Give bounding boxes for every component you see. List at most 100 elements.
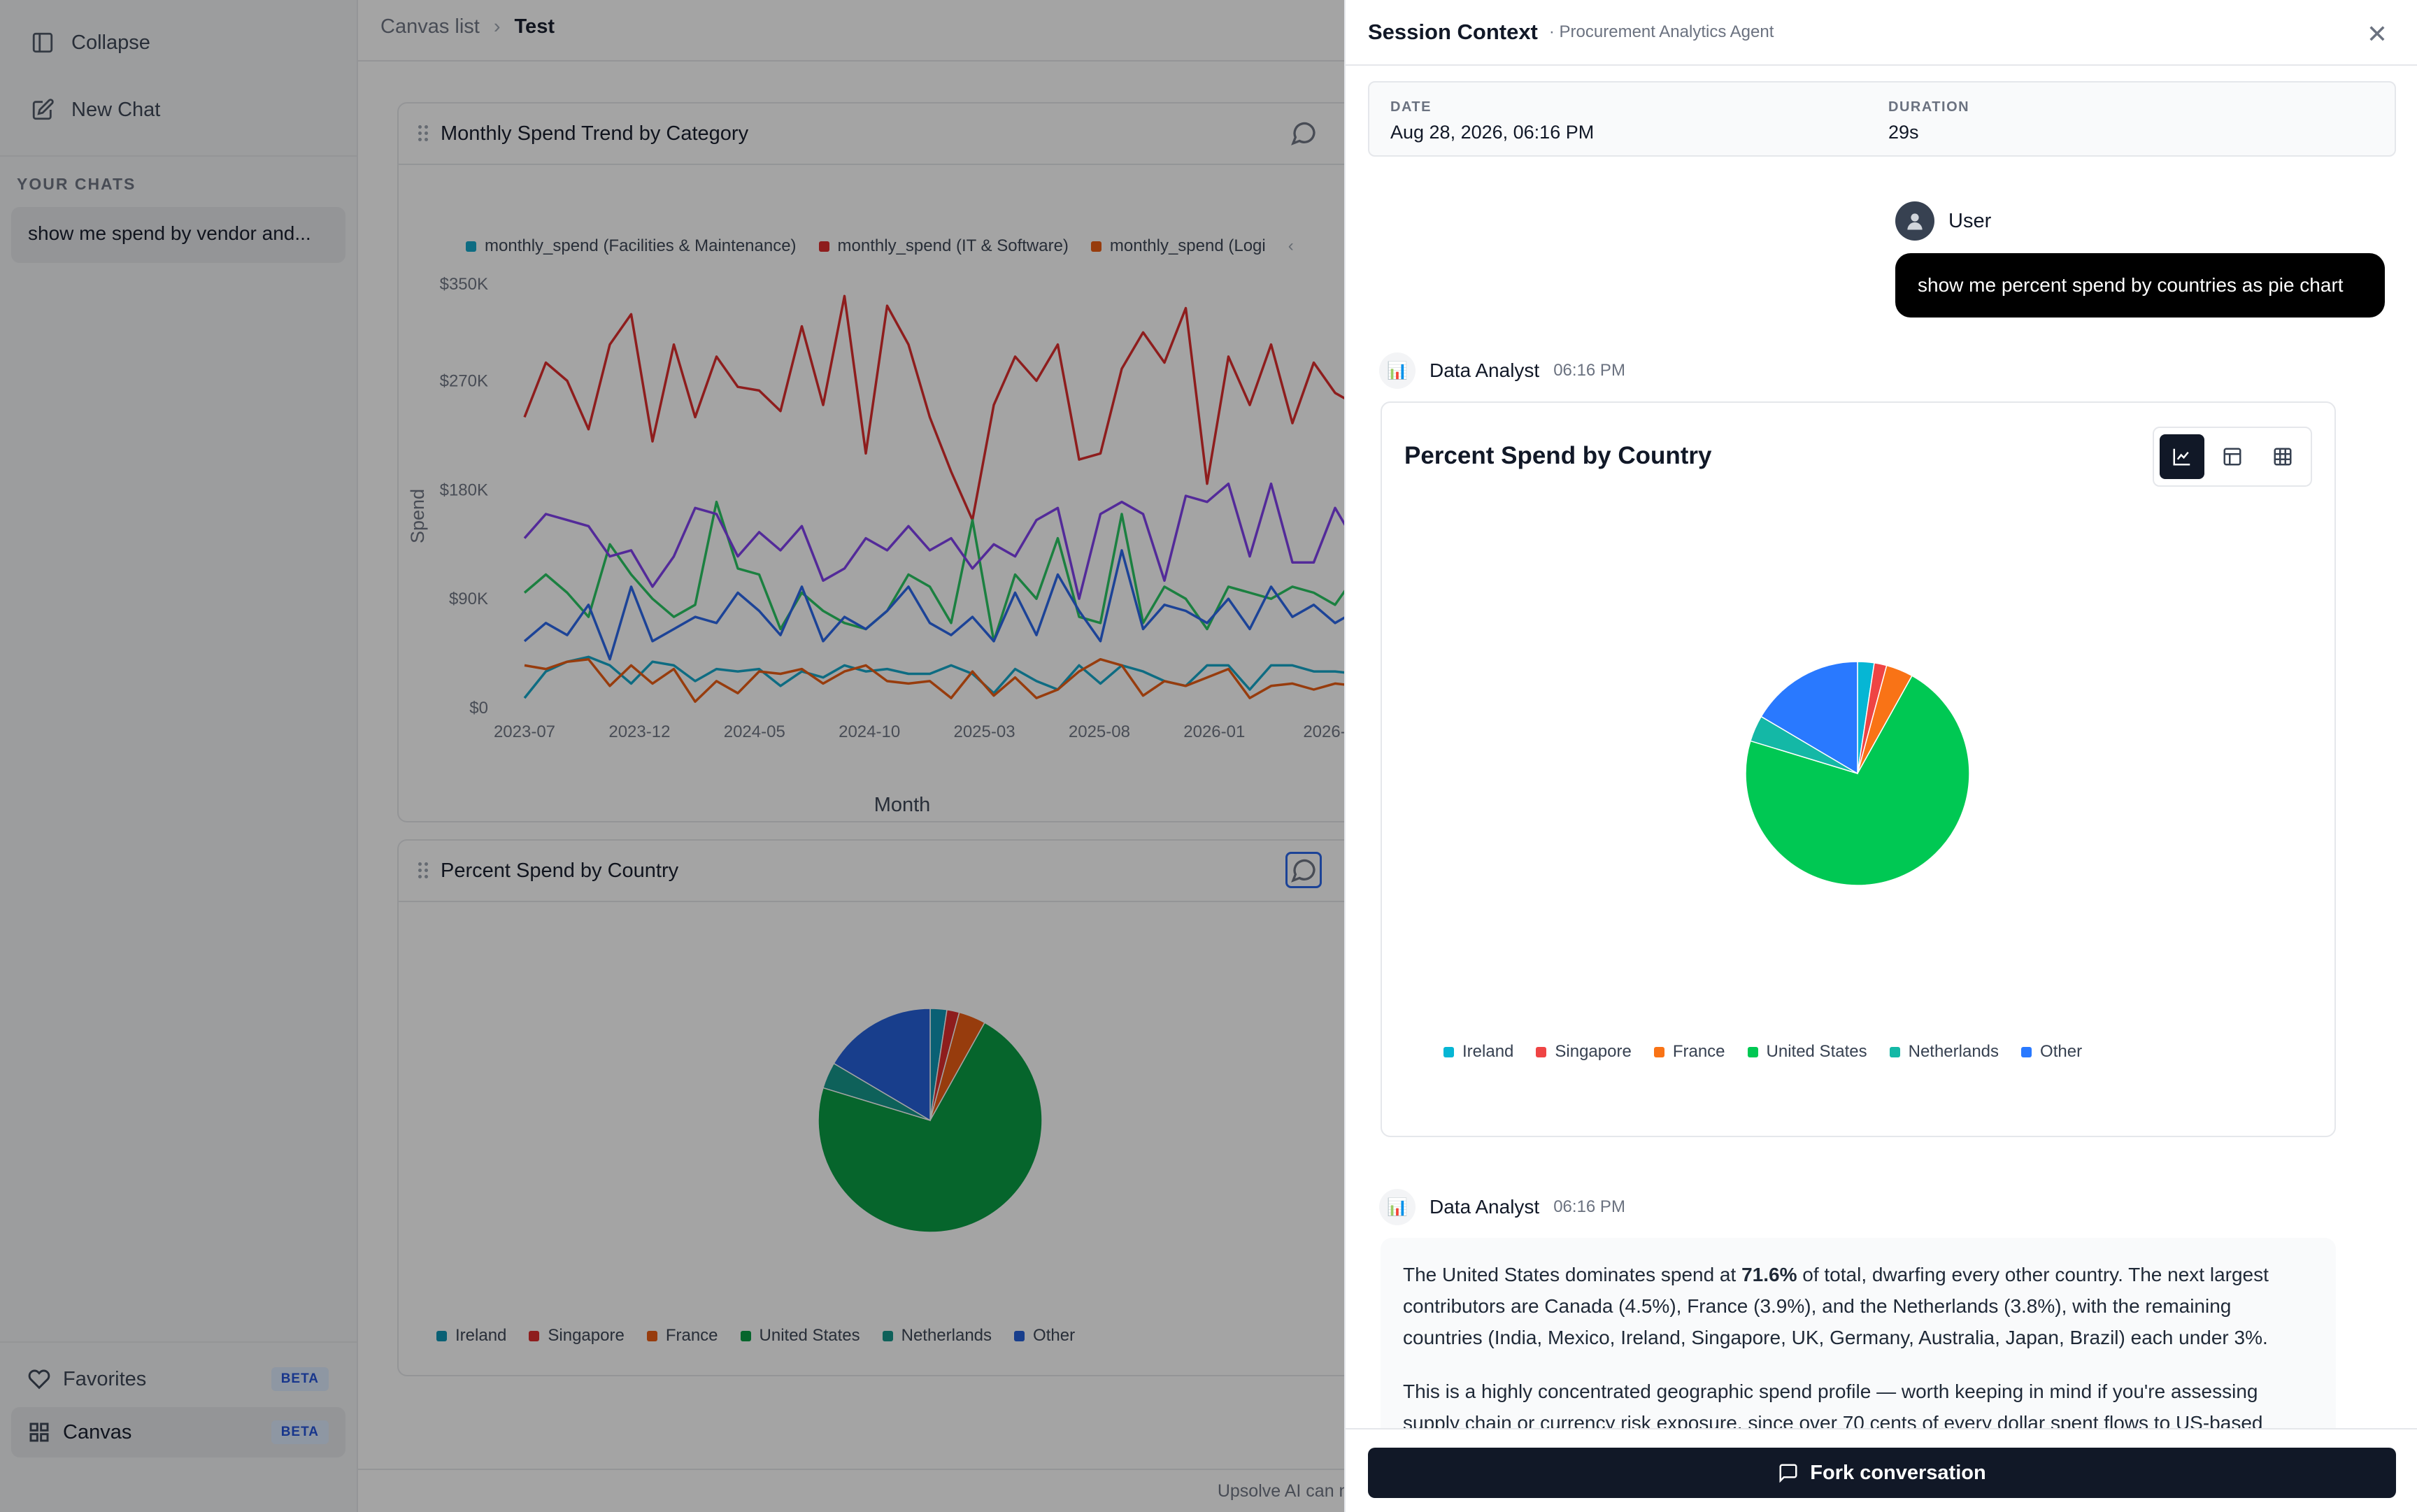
message-icon [1779, 1464, 1797, 1483]
legend-item[interactable]: United States [740, 1326, 860, 1346]
favorites-nav-item[interactable]: Favorites BETA [11, 1354, 345, 1404]
duration-value: 29s [1888, 122, 1919, 143]
legend-label: France [665, 1326, 718, 1345]
chart-view-button[interactable] [2160, 434, 2204, 479]
pie-chart-legend: Ireland Singapore France United States Nethe… [1443, 1042, 2082, 1062]
legend-item[interactable]: France [1653, 1042, 1725, 1062]
bar-chart-icon: 📊 [1379, 1189, 1416, 1225]
pie-chart [818, 1008, 1043, 1233]
sidebar-collapse-icon [32, 32, 53, 53]
legend-swatch [2021, 1046, 2032, 1057]
beta-badge: BETA [271, 1367, 329, 1391]
breadcrumb-current: Test [514, 15, 555, 38]
series-line [524, 657, 1375, 704]
chart-response-card: Percent Spend by Country Ireland Singapor… [1381, 401, 2336, 1137]
user-message: show me percent spend by countries as pi… [1895, 253, 2385, 318]
legend-swatch [1014, 1330, 1025, 1341]
legend-label: United States [1766, 1042, 1867, 1061]
legend-swatch [1536, 1046, 1547, 1057]
legend-label: France [1672, 1042, 1725, 1061]
sidebar-divider [0, 1341, 357, 1343]
bar-chart-icon: 📊 [1379, 352, 1416, 389]
legend-swatch [436, 1330, 447, 1341]
breadcrumb: Canvas list › Test [380, 15, 555, 38]
chat-list-item[interactable]: show me spend by vendor and... [11, 207, 345, 263]
message-time: 06:16 PM [1553, 1197, 1625, 1216]
table-view-button[interactable] [2260, 434, 2305, 479]
y-tick-label: $350K [440, 275, 488, 294]
legend-item[interactable]: monthly_spend (Facilities & Maintenance) [466, 236, 797, 256]
y-tick-label: $0 [469, 699, 488, 718]
series-line [523, 482, 1375, 662]
breadcrumb-canvas-list[interactable]: Canvas list [380, 15, 480, 38]
legend-swatch [740, 1330, 751, 1341]
collapse-button[interactable]: Collapse [31, 31, 150, 55]
series-line [523, 549, 1375, 673]
legend-swatch [529, 1330, 540, 1341]
view-toggle [2153, 427, 2312, 487]
legend-item[interactable]: monthly_spend (IT & Software) [818, 236, 1069, 256]
legend-item[interactable]: Other [2021, 1042, 2082, 1062]
legend-item[interactable]: United States [1747, 1042, 1867, 1062]
chats-header: YOUR CHATS [17, 175, 136, 193]
series-line [523, 655, 1375, 700]
legend-label: Singapore [548, 1326, 625, 1345]
edit-icon [32, 99, 54, 120]
pie-slice[interactable] [1760, 661, 1858, 775]
x-tick-label: 2024-10 [839, 722, 900, 741]
legend-item[interactable]: monthly_spend (Logi [1090, 236, 1266, 256]
pivot-view-button[interactable] [2210, 434, 2255, 479]
x-tick-label: 2023-07 [494, 722, 555, 741]
pie-slice[interactable] [833, 1008, 931, 1122]
legend-item[interactable]: Netherlands [1889, 1042, 1999, 1062]
legend-label: United States [759, 1326, 860, 1345]
card-header: Percent Spend by Country [399, 841, 1375, 902]
chevron-left-icon[interactable]: ‹ [1288, 236, 1294, 255]
close-icon[interactable]: ✕ [2366, 20, 2388, 48]
legend-swatch [1443, 1046, 1454, 1057]
favorites-label: Favorites [63, 1367, 147, 1390]
drawer-subtitle: · Procurement Analytics Agent [1548, 22, 1774, 41]
series-line [523, 294, 1375, 652]
legend-item[interactable]: France [646, 1326, 718, 1346]
legend-swatch [1889, 1046, 1900, 1057]
new-chat-button[interactable]: New Chat [31, 98, 160, 122]
response-paragraph: The United States dominates spend at 71.… [1403, 1264, 2269, 1348]
heart-icon [28, 1369, 50, 1390]
session-meta: DATE Aug 28, 2026, 06:16 PM DURATION 29s [1368, 81, 2396, 157]
drag-handle-icon[interactable] [418, 862, 428, 879]
legend-item[interactable]: Netherlands [882, 1326, 992, 1346]
modal-overlay[interactable] [0, 0, 1344, 1512]
legend-item[interactable]: Singapore [529, 1326, 625, 1346]
legend-swatch [882, 1330, 893, 1341]
x-axis-label: Month [874, 794, 931, 816]
agent-header: 📊 Data Analyst 06:16 PM [1379, 352, 1625, 389]
fork-conversation-button[interactable]: Fork conversation [1368, 1448, 2396, 1498]
y-axis-label: Spend [407, 489, 428, 543]
legend-swatch [1747, 1046, 1758, 1057]
comment-icon[interactable] [1285, 115, 1322, 151]
pie-chart-card: Percent Spend by Country Ireland Singapor… [397, 839, 1376, 1376]
table-icon [2274, 448, 2292, 466]
legend-item[interactable]: Ireland [1443, 1042, 1513, 1062]
card-title: Percent Spend by Country [441, 859, 679, 882]
drawer-footer: Fork conversation [1346, 1428, 2417, 1512]
pie-slice[interactable] [1745, 675, 1970, 886]
legend-label: Ireland [1462, 1042, 1514, 1061]
date-value: Aug 28, 2026, 06:16 PM [1390, 122, 1595, 143]
drag-handle-icon[interactable] [418, 125, 428, 142]
legend-item[interactable]: Singapore [1536, 1042, 1632, 1062]
legend-swatch [1653, 1046, 1664, 1057]
response-paragraph: This is a highly concentrated geographic… [1403, 1381, 2263, 1434]
legend-item[interactable]: Ireland [436, 1326, 506, 1346]
canvas-nav-item[interactable]: Canvas BETA [11, 1407, 345, 1457]
grid-icon [29, 1422, 49, 1442]
legend-item[interactable]: Other [1014, 1326, 1075, 1346]
pie-chart-legend: Ireland Singapore France United States Nethe… [436, 1326, 1075, 1346]
x-tick-label: 2026-01 [1183, 722, 1245, 741]
comment-icon[interactable] [1285, 852, 1322, 888]
pie-slice[interactable] [818, 1022, 1043, 1233]
date-label: DATE [1390, 99, 1432, 115]
user-name: User [1948, 209, 1992, 232]
canvas-label: Canvas [63, 1420, 132, 1443]
